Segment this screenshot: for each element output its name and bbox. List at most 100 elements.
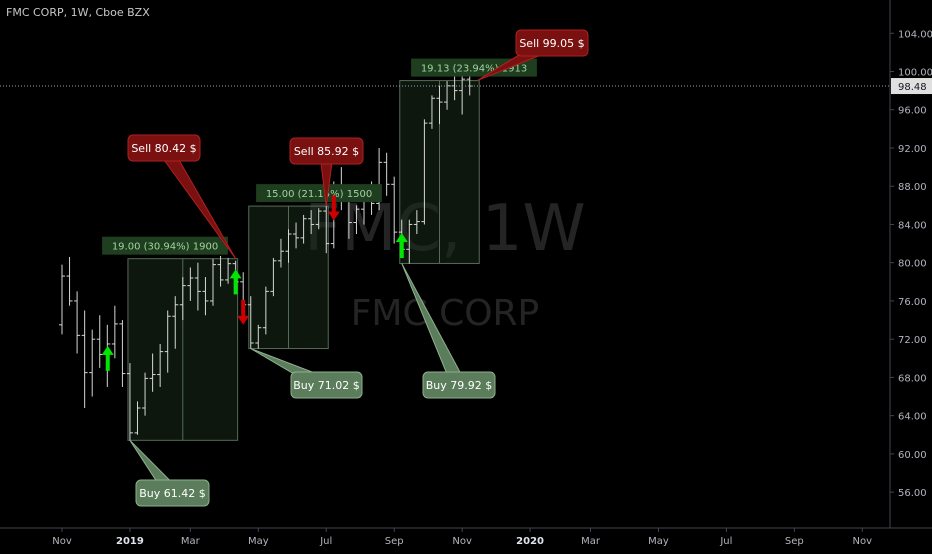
ohlc-bar <box>383 152 390 196</box>
ohlc-bar <box>413 210 420 235</box>
buy-arrow-1-head <box>101 345 114 355</box>
ohlc-bar <box>142 372 149 416</box>
sell-arrow-2 <box>327 195 340 221</box>
ohlc-bar <box>134 401 141 435</box>
y-tick-label: 88.00 <box>898 182 927 193</box>
ohlc-bar <box>247 296 254 349</box>
buy-label-1: Buy 61.42 $ <box>129 439 210 507</box>
buy-arrow-2-shaft <box>233 277 238 295</box>
sell-label-2: Sell 85.92 $ <box>289 137 364 207</box>
x-axis-bg <box>0 528 932 550</box>
ohlc-bar <box>149 353 156 392</box>
x-tick-label: Nov <box>452 536 472 547</box>
measure-label-1: 19.00 (30.94%) 1900 <box>102 236 228 255</box>
ohlc-bar <box>89 329 96 397</box>
ohlc-bar <box>285 229 292 263</box>
y-tick-label: 56.00 <box>898 488 927 499</box>
x-tick-label: Jul <box>719 536 732 547</box>
buy-label-2-box <box>290 371 363 399</box>
ohlc-bar <box>194 262 201 311</box>
sell-arrow-2-head <box>327 211 340 221</box>
ohlc-bar <box>262 286 269 335</box>
ohlc-bar <box>391 176 398 244</box>
x-tick-label: Sep <box>385 536 404 547</box>
y-tick-label: 84.00 <box>898 220 927 231</box>
buy-label-3-text: Buy 79.92 $ <box>426 379 493 392</box>
ohlc-bar <box>277 238 284 268</box>
ohlc-bar <box>119 320 126 387</box>
buy-label-3: Buy 79.92 $ <box>401 263 496 399</box>
x-tick-label: Jul <box>319 536 332 547</box>
watermark-name: FMC CORP <box>351 293 540 334</box>
buy-label-1-box <box>135 479 210 507</box>
sell-label-2-text: Sell 85.92 $ <box>294 145 359 158</box>
x-tick-label: Sep <box>785 536 804 547</box>
sell-arrow-1 <box>237 299 250 325</box>
x-tick-label: Mar <box>181 536 201 547</box>
ohlc-bar <box>126 363 133 441</box>
sell-label-1: Sell 80.42 $ <box>127 134 237 259</box>
sell-label-3: Sell 99.05 $ <box>476 29 589 82</box>
buy-label-1-text: Buy 61.42 $ <box>139 487 206 500</box>
sell-label-1-text: Sell 80.42 $ <box>131 142 196 155</box>
sell-label-1-box <box>127 134 201 162</box>
ohlc-bar <box>300 214 307 244</box>
ohlc-bar <box>187 267 194 301</box>
last-price-text: 98.48 <box>898 82 927 93</box>
y-tick-label: 104.00 <box>898 29 932 40</box>
sell-label-3-text: Sell 99.05 $ <box>519 37 584 50</box>
sell-arrow-1-shaft <box>241 299 246 317</box>
ohlc-bar <box>436 85 443 125</box>
x-tick-label: Mar <box>581 536 601 547</box>
y-axis: 56.00 60.00 64.00 68.00 72.00 76.00 80.00 84.00… <box>889 0 932 528</box>
x-tick-label: Nov <box>853 536 873 547</box>
chart-title: FMC CORP, 1W, Cboe BZX <box>6 6 150 19</box>
measure-label-2-box <box>256 184 382 203</box>
ohlc-bar <box>74 291 81 354</box>
buy-arrow-1 <box>101 345 114 371</box>
ohlc-bar <box>172 296 179 349</box>
measure-label-3-text: 19.13 (23.94%) 1913 <box>421 64 527 75</box>
ohlc-bar <box>459 75 466 115</box>
measure-label-1-text: 19.00 (30.94%) 1900 <box>112 242 218 253</box>
x-tick-label: Nov <box>52 536 72 547</box>
y-tick-label: 100.00 <box>898 68 932 79</box>
sell-arrow-1-head <box>237 315 250 325</box>
ohlc-bar <box>111 305 118 359</box>
y-tick-label: 80.00 <box>898 259 927 270</box>
ohlc-bar <box>66 256 73 306</box>
ohlc-bar <box>225 257 232 284</box>
ohlc-bar <box>428 95 435 129</box>
ohlc-bar <box>210 258 216 306</box>
ohlc-bar <box>270 257 277 297</box>
buy-arrow-3-head <box>395 233 408 243</box>
buy-label-2: Buy 71.02 $ <box>250 348 363 399</box>
ohlc-bar <box>323 205 330 254</box>
x-tick-label: 2019 <box>116 536 144 547</box>
y-tick-label: 72.00 <box>898 335 927 346</box>
ohlc-bar <box>217 256 224 287</box>
ohlc-bar <box>81 310 88 409</box>
ohlc-bar <box>157 343 164 387</box>
measure-label-2: 15.00 (21.15%) 1500 <box>256 184 382 203</box>
ohlc-bar <box>164 310 171 373</box>
buy-arrow-3-shaft <box>399 241 404 259</box>
x-axis: Nov 2019 Mar May Jul Sep Nov 2020 Mar May Jul Sep No… <box>0 527 932 550</box>
y-tick-label: 60.00 <box>898 450 927 461</box>
buy-label-3-box <box>422 371 496 399</box>
measure-label-1-box <box>102 236 228 255</box>
ohlc-bar <box>59 264 65 335</box>
buy-arrow-3 <box>395 233 408 259</box>
measure-label-2-text: 15.00 (21.15%) 1500 <box>266 189 372 200</box>
buy-arrow-1-shaft <box>105 353 110 371</box>
ohlc-bar <box>308 210 315 235</box>
ohlc-bar <box>353 205 360 235</box>
y-tick-label: 68.00 <box>898 373 927 384</box>
y-tick-label: 96.00 <box>898 106 927 117</box>
sell-arrow-2-shaft <box>331 195 336 213</box>
y-tick-label: 64.00 <box>898 412 927 423</box>
ohlc-bar <box>421 119 428 225</box>
buy-label-2-text: Buy 71.02 $ <box>293 379 360 392</box>
y-tick-label: 76.00 <box>898 297 927 308</box>
